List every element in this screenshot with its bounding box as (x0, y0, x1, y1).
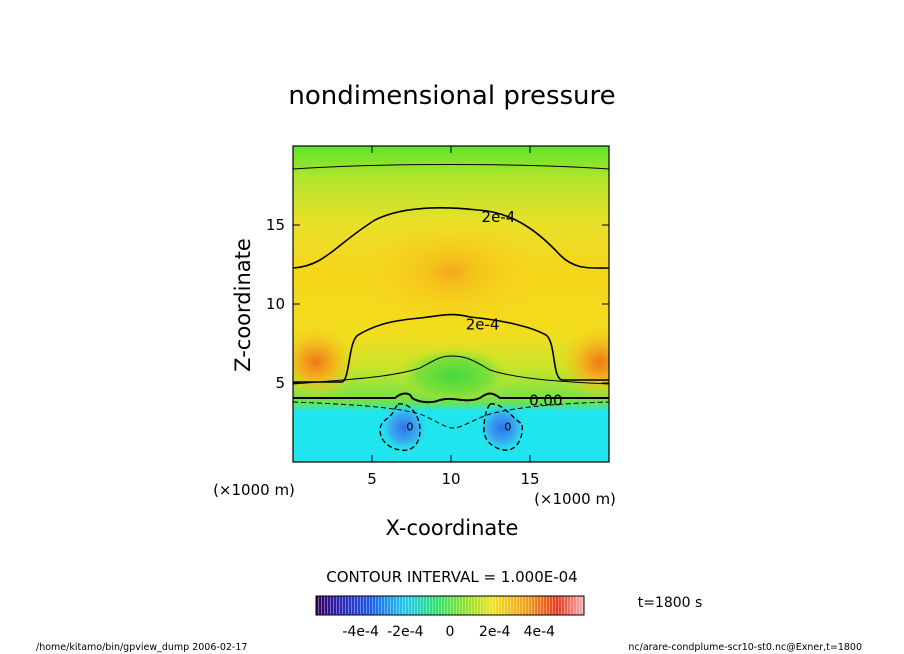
plot-area: 2e-4 2e-4 0.00 0 0 (293, 146, 609, 462)
contour-line (293, 164, 609, 170)
x-tick-label: 5 (367, 470, 377, 488)
y-tick-label: 15 (266, 216, 285, 234)
x-ticks: 5 10 15 (367, 146, 540, 488)
y-tick-label: 5 (275, 374, 285, 392)
colorbar-tick-label: 0 (446, 624, 455, 640)
contour-label: 0 (504, 421, 511, 434)
y-axis-label: Z-coordinate (231, 238, 255, 372)
colorbar-tick-label: 4e-4 (524, 624, 556, 640)
contour-line-zero (293, 392, 609, 404)
x-tick-label: 15 (520, 470, 539, 488)
colorbar-frame (315, 595, 585, 616)
contour-label: 2e-4 (482, 208, 516, 226)
colorbar-ticks: -4e-4 -2e-4 0 2e-4 4e-4 (342, 624, 555, 640)
contour-line (293, 207, 609, 269)
footer-left: /home/kitamo/bin/gpview_dump 2006-02-17 (36, 642, 247, 653)
colorbar-tick-label: -2e-4 (387, 624, 424, 640)
contour-line-negative (293, 401, 609, 429)
colorbar: -4e-4 -2e-4 0 2e-4 4e-4 (315, 595, 585, 640)
contour-line-negative (379, 403, 421, 452)
y-ticks: 5 10 15 (266, 216, 609, 392)
x-unit-label: (×1000 m) (534, 490, 616, 508)
footer-right: nc/arare-condplume-scr10-st0.nc@Exner,t=… (628, 642, 862, 653)
y-tick-label: 10 (266, 295, 285, 313)
contour-interval: CONTOUR INTERVAL = 1.000E-04 (326, 568, 577, 586)
colorbar-stripes (316, 596, 584, 615)
warm-core (361, 217, 541, 327)
contour-label: 0.00 (529, 391, 562, 409)
colorbar-tick-label: 2e-4 (479, 624, 511, 640)
warm-right (558, 324, 609, 400)
green-bump (394, 340, 514, 400)
blue-blob-left (380, 404, 428, 452)
chart-title: nondimensional pressure (288, 81, 615, 111)
time-label: t=1800 s (638, 595, 703, 611)
contour-line (293, 313, 609, 383)
contour-labels: 2e-4 2e-4 0.00 0 0 (406, 208, 562, 434)
blue-blob-right (478, 404, 526, 452)
contour-line (293, 355, 609, 385)
contour-label: 0 (406, 421, 413, 434)
contour-line-negative (483, 403, 523, 451)
x-axis-label: X-coordinate (386, 516, 519, 540)
colorbar-tick-label: -4e-4 (342, 624, 379, 640)
warm-left (293, 324, 358, 400)
x-tick-label: 10 (441, 470, 460, 488)
y-unit-label: (×1000 m) (213, 481, 295, 499)
contour-label: 2e-4 (466, 316, 500, 334)
